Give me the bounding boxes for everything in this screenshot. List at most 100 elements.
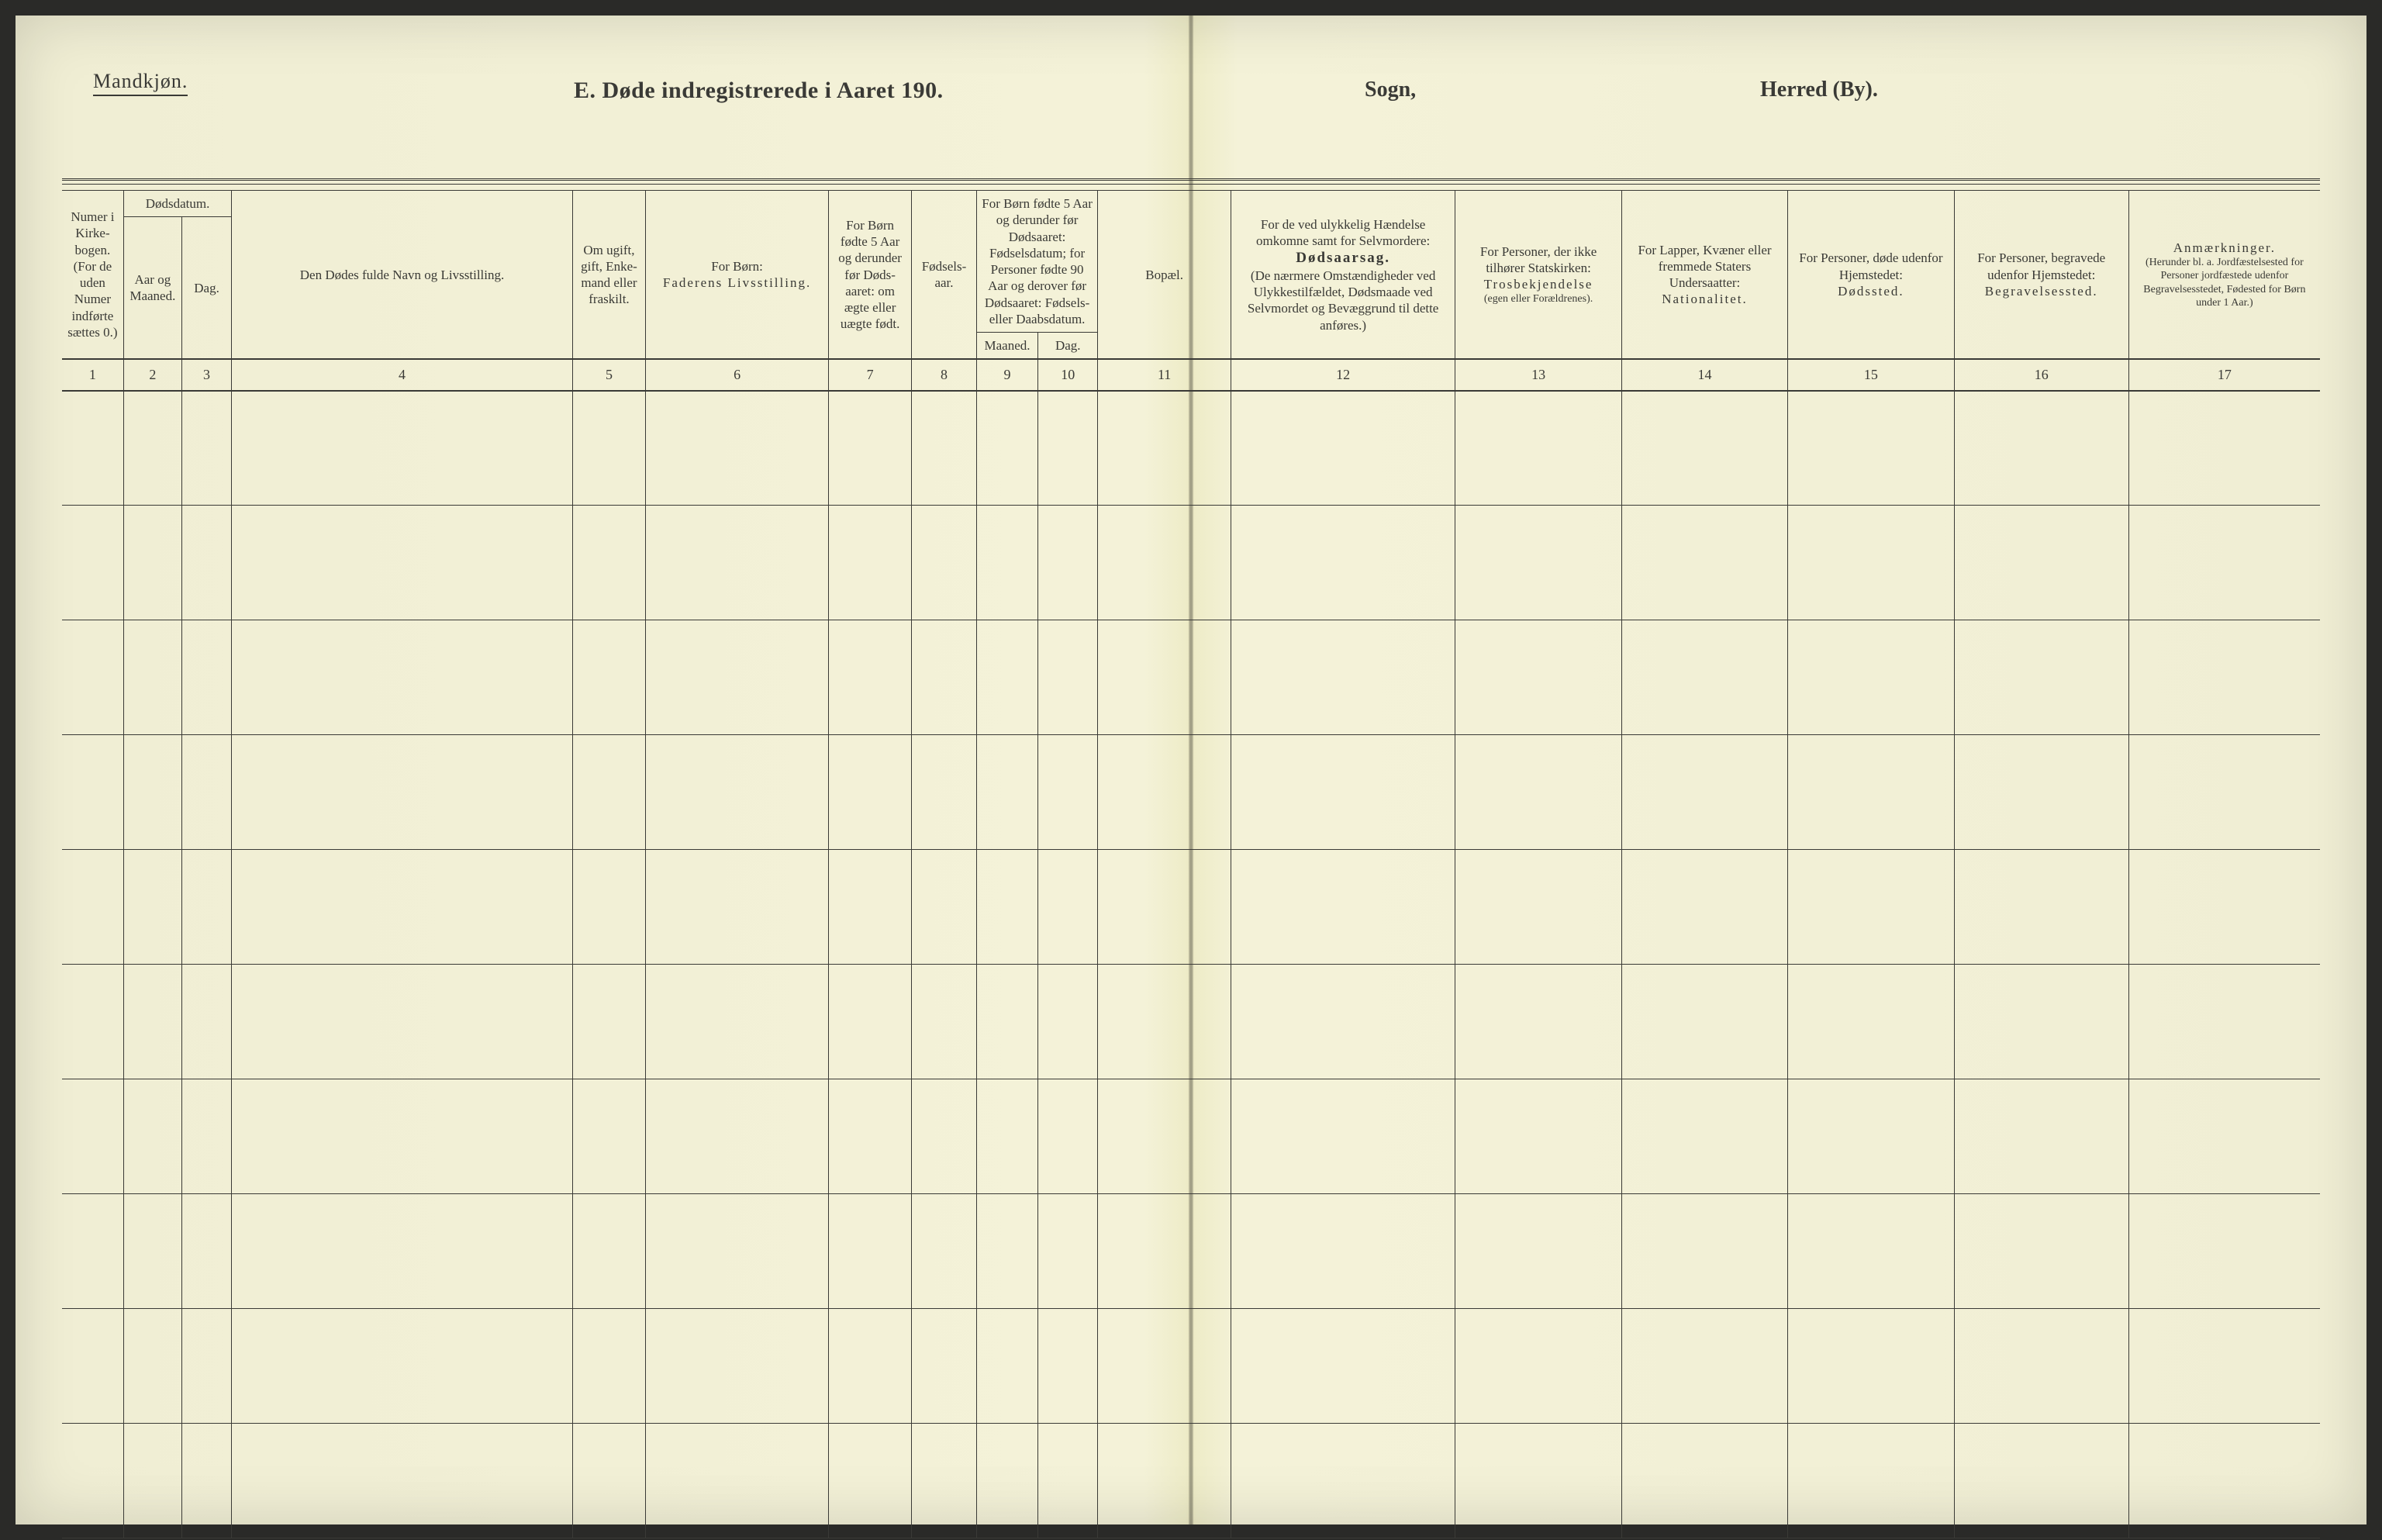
cell: [572, 391, 645, 506]
cell: [232, 735, 573, 850]
cell: [123, 1424, 181, 1538]
cell: [1038, 1194, 1098, 1309]
cell: [1098, 1309, 1231, 1424]
cell: [1788, 391, 1954, 506]
cell: [1788, 506, 1954, 620]
table-row: [62, 620, 2320, 735]
cell: [976, 1309, 1037, 1424]
table-row: [62, 1079, 2320, 1194]
cell: [829, 1424, 912, 1538]
col-header-1: Numer i Kirke­bogen. (For de uden Numer …: [62, 191, 123, 360]
cell: [1098, 735, 1231, 850]
cell: [232, 1424, 573, 1538]
colnum-12: 12: [1231, 359, 1455, 391]
cell: [646, 620, 829, 735]
colnum-10: 10: [1038, 359, 1098, 391]
cell: [1954, 1424, 2128, 1538]
cell: [912, 506, 977, 620]
cell: [181, 391, 231, 506]
colnum-8: 8: [912, 359, 977, 391]
colnum-2: 2: [123, 359, 181, 391]
cell: [232, 391, 573, 506]
col13-bot: (egen eller Forældrenes).: [1460, 292, 1616, 306]
header-row: Mandkjøn. E. Døde indregistrerede i Aare…: [62, 70, 2320, 109]
cell: [232, 1194, 573, 1309]
page-content: Mandkjøn. E. Døde indregistrerede i Aare…: [62, 70, 2320, 1493]
cell: [2128, 1309, 2320, 1424]
cell: [123, 506, 181, 620]
cell: [829, 1309, 912, 1424]
gender-label: Mandkjøn.: [93, 70, 188, 96]
col-header-6: For Børn: Faderens Livsstilling.: [646, 191, 829, 360]
cell: [1098, 850, 1231, 965]
cell: [572, 506, 645, 620]
cell: [1621, 965, 1787, 1079]
title-suffix: .: [937, 78, 944, 103]
cell: [181, 620, 231, 735]
cell: [123, 620, 181, 735]
cell: [181, 735, 231, 850]
col15-top: For Personer, døde udenfor Hjemstedet:: [1793, 250, 1949, 283]
cell: [912, 1079, 977, 1194]
cell: [123, 850, 181, 965]
col-header-9-10-top: For Børn fødte 5 Aar og der­under før Dø…: [976, 191, 1098, 333]
cell: [1231, 735, 1455, 850]
cell: [646, 391, 829, 506]
col-header-4: Den Dødes fulde Navn og Livsstilling.: [232, 191, 573, 360]
cell: [232, 506, 573, 620]
cell: [829, 965, 912, 1079]
cell: [1788, 735, 1954, 850]
cell: [232, 1079, 573, 1194]
col-header-2: Aar og Maaned.: [123, 217, 181, 360]
colnum-7: 7: [829, 359, 912, 391]
cell: [572, 1194, 645, 1309]
col-header-15: For Personer, døde udenfor Hjemstedet: D…: [1788, 191, 1954, 360]
cell: [1954, 1079, 2128, 1194]
col-header-9: Maaned.: [976, 333, 1037, 360]
cell: [1788, 965, 1954, 1079]
table-head: Numer i Kirke­bogen. (For de uden Numer …: [62, 191, 2320, 391]
col15-bot: Dødssted.: [1793, 283, 1949, 299]
cell: [62, 506, 123, 620]
cell: [976, 391, 1037, 506]
cell: [572, 620, 645, 735]
colnum-15: 15: [1788, 359, 1954, 391]
table-row: [62, 735, 2320, 850]
cell: [62, 850, 123, 965]
cell: [1038, 850, 1098, 965]
cell: [1788, 1194, 1954, 1309]
cell: [2128, 735, 2320, 850]
cell: [232, 850, 573, 965]
cell: [2128, 1194, 2320, 1309]
cell: [976, 1079, 1037, 1194]
col6-top: For Børn:: [651, 258, 823, 275]
cell: [1621, 1309, 1787, 1424]
cell: [1455, 965, 1621, 1079]
cell: [62, 1079, 123, 1194]
sogn-label: Sogn,: [1365, 78, 1416, 102]
cell: [646, 506, 829, 620]
rule-line-thin: [62, 184, 2320, 185]
cell: [1038, 506, 1098, 620]
cell: [572, 735, 645, 850]
cell: [1038, 620, 1098, 735]
cell: [123, 1309, 181, 1424]
cell: [1621, 850, 1787, 965]
cell: [1954, 506, 2128, 620]
colnum-16: 16: [1954, 359, 2128, 391]
cell: [976, 965, 1037, 1079]
cell: [1788, 1309, 1954, 1424]
cell: [1231, 1079, 1455, 1194]
col17-bot: (Herunder bl. a. Jordfæstelsested for Pe…: [2134, 256, 2315, 310]
column-number-row: 1 2 3 4 5 6 7 8 9 10 11 12 13 14 15 16 1: [62, 359, 2320, 391]
cell: [1621, 620, 1787, 735]
cell: [646, 1194, 829, 1309]
title-prefix: E. Døde indregistrerede i Aaret 190: [574, 78, 937, 103]
col-header-12: For de ved ulykkelig Hændelse omkomne sa…: [1231, 191, 1455, 360]
cell: [572, 1309, 645, 1424]
col16-bot: Begravelsessted.: [1959, 283, 2124, 299]
cell: [1098, 1194, 1231, 1309]
table-row: [62, 1424, 2320, 1538]
cell: [1788, 1079, 1954, 1194]
col14-bot: Nationalitet.: [1627, 291, 1783, 307]
